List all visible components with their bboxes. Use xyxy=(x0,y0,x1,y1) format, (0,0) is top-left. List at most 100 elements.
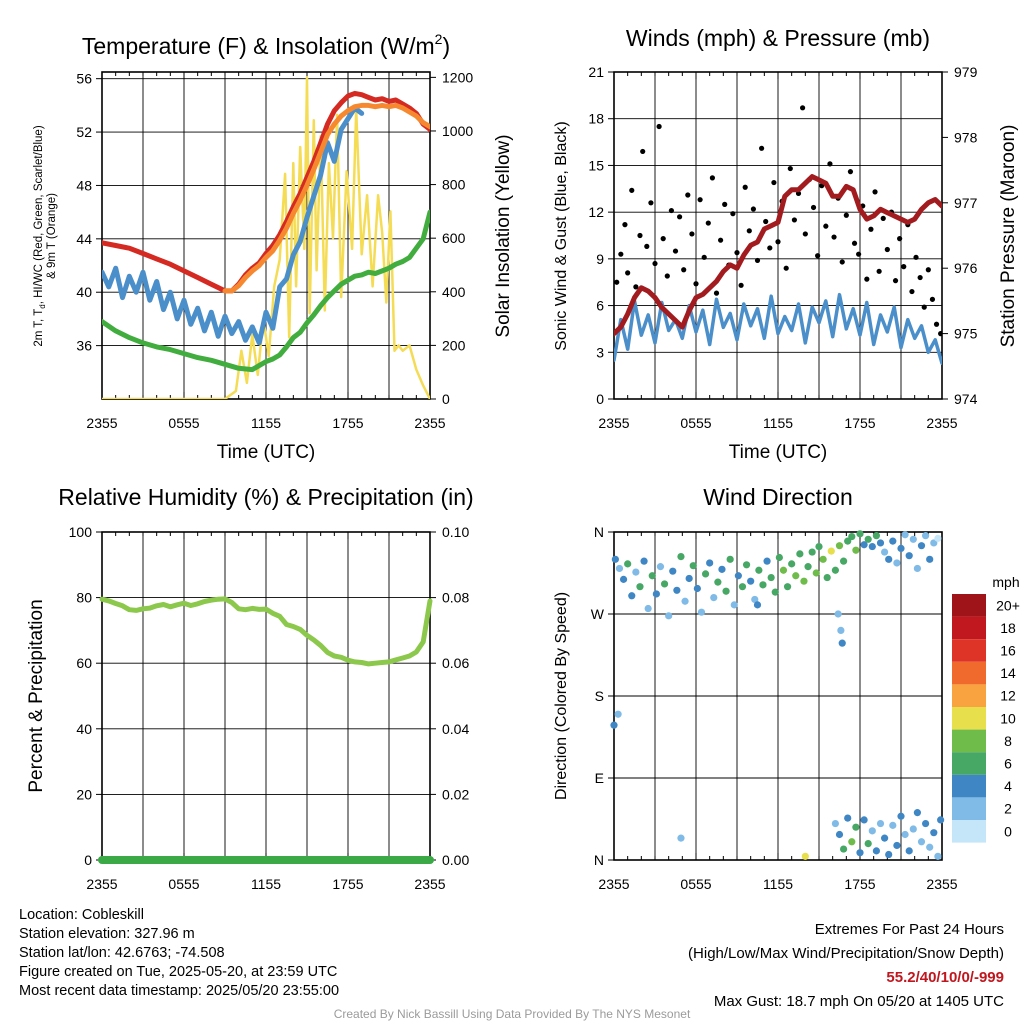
gust-point xyxy=(625,270,631,276)
gust-point xyxy=(722,201,728,207)
direction-point xyxy=(881,548,889,556)
direction-point xyxy=(838,639,846,647)
direction-point xyxy=(801,852,809,860)
wind-direction-chart: N E S W N 2355 0555 1155 1755 2355 Wind Direction D… xyxy=(553,484,1020,892)
direction-point xyxy=(660,580,669,588)
direction-point xyxy=(831,819,840,828)
gust-point xyxy=(701,254,707,260)
y2-tick-label: 0.04 xyxy=(442,721,469,737)
gust-point xyxy=(839,259,845,265)
direction-point xyxy=(734,572,742,580)
x-tick-label: 1155 xyxy=(763,876,793,892)
series-line-sonic-wind xyxy=(614,292,942,365)
gust-point xyxy=(664,273,670,279)
direction-point xyxy=(615,564,624,573)
direction-point xyxy=(852,823,860,831)
extremes-values: 55.2/40/10/0/-999 xyxy=(886,969,1004,986)
gust-point xyxy=(763,218,769,225)
y-tick-label: 18 xyxy=(588,111,604,127)
winds-series xyxy=(614,105,942,365)
y-tick-label: 56 xyxy=(76,71,92,87)
legend-label: 18 xyxy=(1000,620,1016,636)
x-tick-label: 2355 xyxy=(598,415,629,431)
x-axis-label: Time (UTC) xyxy=(217,442,316,463)
direction-point xyxy=(848,532,856,541)
x-tick-label: 0555 xyxy=(168,876,199,892)
direction-point xyxy=(706,559,714,567)
legend-swatch xyxy=(952,752,986,775)
direction-point xyxy=(881,834,889,842)
x-tick-label: 1155 xyxy=(251,415,281,431)
x-tick-label: 1155 xyxy=(763,415,793,431)
direction-point xyxy=(909,535,917,543)
station-info: Location: Cobleskill Station elevation: … xyxy=(19,906,339,1001)
x-tick-label: 2355 xyxy=(414,415,445,431)
gust-point xyxy=(897,236,903,242)
y2-tick-label: 0.00 xyxy=(442,852,469,868)
direction-point xyxy=(636,583,644,591)
gust-point xyxy=(892,278,899,284)
temperature-chart: 36 40 44 48 52 56 0 200 400 600 800 1000 1200 2355 055… xyxy=(33,31,514,463)
direction-point xyxy=(819,555,827,563)
direction-point xyxy=(840,557,848,565)
direction-point xyxy=(632,568,640,576)
y-tick-label: E xyxy=(595,770,604,786)
x-tick-label: 2355 xyxy=(414,876,445,892)
legend-swatch xyxy=(952,616,986,640)
legend-label: 16 xyxy=(1000,643,1016,659)
direction-point xyxy=(767,573,775,582)
gust-point xyxy=(847,169,854,175)
direction-point xyxy=(868,827,876,835)
x-tick-label: 1755 xyxy=(844,415,875,431)
winds-chart: 0 3 6 9 12 15 18 21 974 975 976 977 978 979 2355 0555 11… xyxy=(553,25,1019,463)
direction-point xyxy=(753,601,762,609)
direction-point xyxy=(913,564,922,573)
direction-point xyxy=(648,572,656,580)
series-line-station-pressure xyxy=(614,174,942,337)
direction-point xyxy=(905,552,913,560)
gust-point xyxy=(810,204,817,211)
direction-point xyxy=(856,530,864,538)
gust-point xyxy=(827,161,833,167)
direction-point xyxy=(889,537,897,545)
direction-point xyxy=(681,597,689,605)
y-tick-label: 60 xyxy=(76,655,92,671)
x-tick-label: 1155 xyxy=(251,876,281,892)
direction-point xyxy=(864,840,872,848)
gust-point xyxy=(718,237,724,243)
y-tick-label: 9 xyxy=(596,251,604,267)
gust-point xyxy=(913,254,919,260)
gust-point xyxy=(660,236,666,242)
direction-point xyxy=(714,578,722,586)
gust-point xyxy=(872,189,878,195)
series-line-hi-wc xyxy=(102,105,365,346)
direction-point xyxy=(788,560,796,568)
legend-label: 4 xyxy=(1004,778,1012,794)
gust-point xyxy=(868,226,874,232)
direction-point xyxy=(905,847,913,855)
x-tick-label: 2355 xyxy=(598,876,629,892)
direction-point xyxy=(926,843,934,851)
gust-point xyxy=(800,105,806,111)
direction-point xyxy=(893,841,901,850)
direction-point xyxy=(934,534,942,542)
extremes-subtitle: (High/Low/Max Wind/Precipitation/Snow De… xyxy=(688,945,1004,962)
extremes-panel: Extremes For Past 24 Hours (High/Low/Max… xyxy=(688,918,1004,1014)
y-tick-label: 52 xyxy=(76,124,92,140)
direction-point xyxy=(901,531,909,539)
y-tick-label: 3 xyxy=(596,344,604,360)
elevation-text: Station elevation: 327.96 m xyxy=(19,926,195,942)
gust-point xyxy=(921,304,927,310)
direction-point xyxy=(677,834,685,842)
y2-tick-label: 400 xyxy=(442,284,466,300)
direction-point xyxy=(913,809,922,817)
direction-point xyxy=(718,565,726,573)
gust-point xyxy=(618,251,624,257)
gust-point xyxy=(644,243,650,249)
direction-point xyxy=(856,849,864,857)
y-tick-label: 20 xyxy=(76,786,92,802)
y-tick-label: 100 xyxy=(69,524,93,540)
gust-point xyxy=(929,296,936,302)
y2-tick-label: 1200 xyxy=(442,69,473,85)
direction-point xyxy=(864,535,872,543)
